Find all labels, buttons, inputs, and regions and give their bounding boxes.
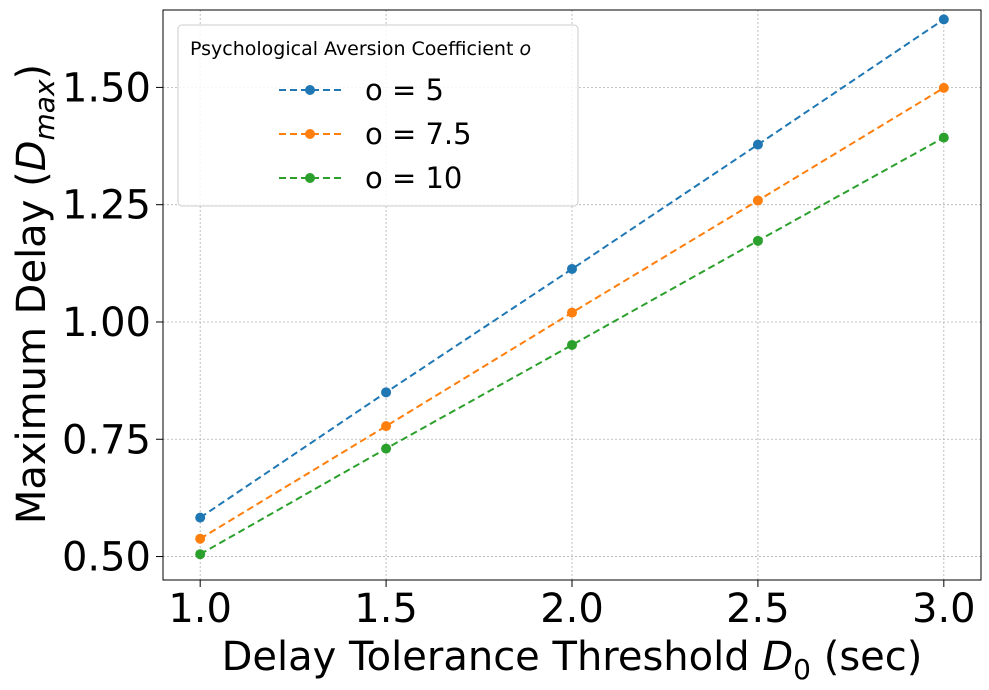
data-point [381,387,392,398]
legend: Psychological Aversion Coefficient o o =… [177,24,579,207]
data-point [195,549,206,560]
series-3 [195,132,949,560]
data-point [938,14,949,25]
data-point [381,421,392,432]
series-layer [195,14,949,560]
data-point [567,307,577,318]
legend-marker [305,173,315,183]
legend-label: o = 10 [365,161,462,195]
data-point [195,533,206,544]
data-point [938,82,949,93]
y-axis-label: Maximum Delay (Dmax) [9,64,61,524]
legend-title: Psychological Aversion Coefficient o [190,38,531,60]
legend-label: o = 7.5 [365,117,472,151]
x-tick-label: 1.0 [168,586,232,632]
legend-entry: o = 7.5 [279,117,472,151]
y-tick-label: 1.25 [62,183,151,229]
data-point [567,339,577,350]
y-tick-label: 1.50 [62,65,151,111]
data-point [752,195,763,206]
x-axis-label: Delay Tolerance Threshold D0 (sec) [222,634,923,686]
x-tick-label: 3.0 [912,586,976,632]
legend-box [177,24,579,207]
data-point [752,139,763,150]
y-axis-ticks: 0.50 0.75 1.00 1.25 1.50 [62,65,163,581]
series-line [199,18,945,519]
data-point [752,235,763,246]
x-axis-ticks: 1.0 1.5 2.0 2.5 3.0 [168,580,976,632]
legend-entries: o = 5 o = 7.5 o = 10 [279,73,472,195]
data-point [195,512,206,523]
y-tick-label: 1.00 [62,300,151,346]
x-tick-label: 2.5 [726,586,790,632]
x-tick-label: 2.0 [540,586,604,632]
y-tick-label: 0.50 [62,535,151,581]
y-tick-label: 0.75 [62,417,151,463]
legend-marker [305,85,315,95]
data-point [567,263,577,274]
data-point [938,132,949,143]
legend-marker [305,129,315,139]
series-1 [195,14,949,523]
series-line [199,136,945,556]
data-point [381,443,392,454]
x-tick-label: 1.5 [354,586,418,632]
legend-entry: o = 5 [279,73,444,107]
series-2 [195,82,949,544]
legend-entry: o = 10 [279,161,462,195]
legend-label: o = 5 [365,73,444,107]
